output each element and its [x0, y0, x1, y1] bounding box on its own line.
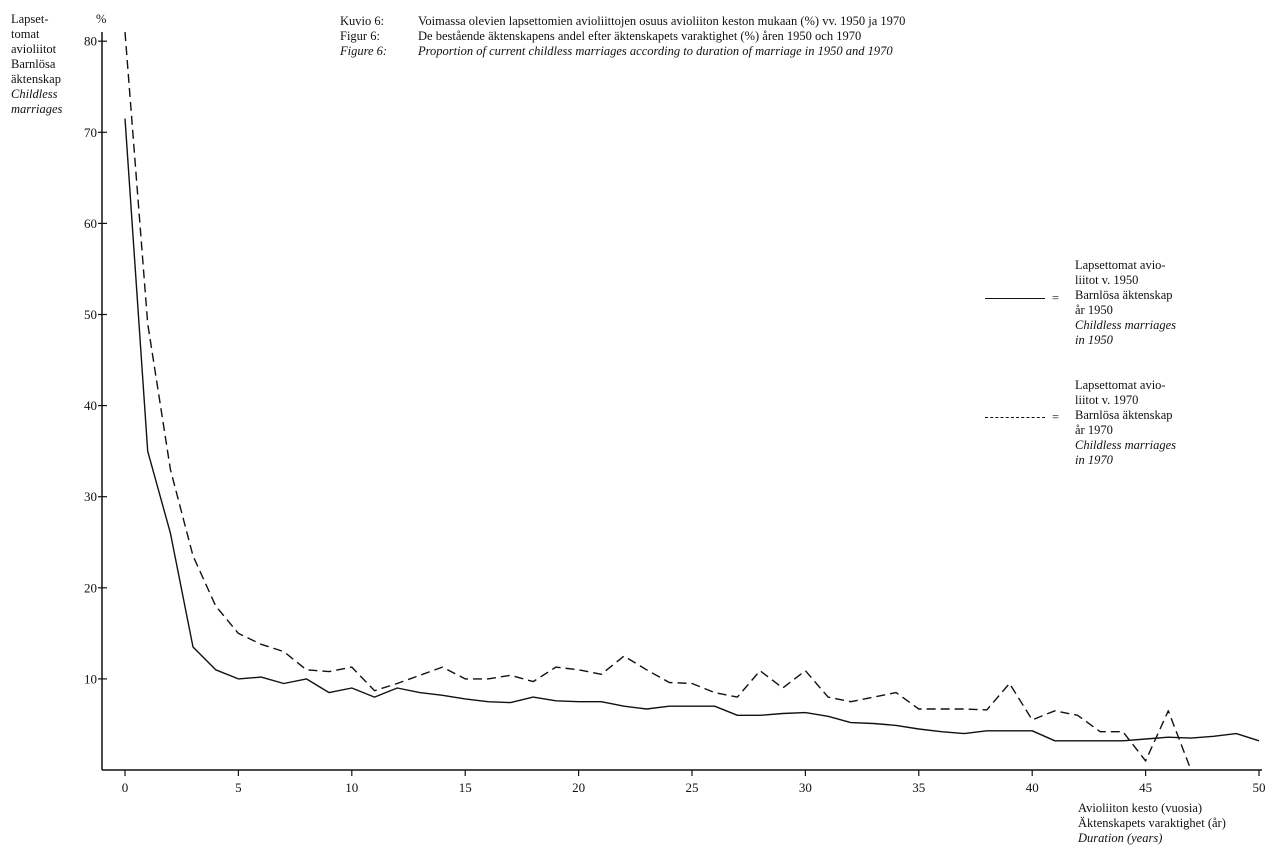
y-tick-label: 50: [84, 307, 97, 322]
y-tick-label: 80: [84, 34, 97, 49]
x-tick-label: 5: [235, 780, 242, 795]
legend-eq: =: [1052, 291, 1060, 305]
x-tick-label: 10: [345, 780, 358, 795]
legend-swatch-dashed: [985, 417, 1045, 418]
y-tick-label: 70: [84, 125, 97, 140]
x-tick-label: 50: [1253, 780, 1266, 795]
legend-label-line: in 1970: [1075, 453, 1113, 467]
y-tick-label: 30: [84, 489, 97, 504]
caption-fi: Kuvio 6: Voimassa olevien lapsettomien av…: [340, 14, 906, 28]
y-tick-label: 60: [84, 216, 97, 231]
y-tick-label: 10: [84, 671, 97, 686]
x-tick-label: 0: [122, 780, 129, 795]
caption-en: Figure 6: Proportion of current childless…: [340, 44, 893, 58]
legend-1970: Lapsettomat avio- liitot v. 1970 Barnlös…: [1075, 378, 1176, 468]
legend-label-line: Childless marriages: [1075, 438, 1177, 452]
x-axis-title-line: Avioliiton kesto (vuosia): [1078, 801, 1203, 815]
y-axis-unit: %: [96, 12, 107, 26]
y-axis-title-line: äktenskap: [11, 72, 61, 86]
legend-swatch-solid: [985, 298, 1045, 299]
legend-label-line: år 1950: [1075, 303, 1113, 317]
legend-label-line: liitot v. 1970: [1075, 393, 1139, 407]
caption-sv: Figur 6: De bestående äktenskapens andel …: [340, 29, 862, 43]
x-tick-label: 35: [912, 780, 925, 795]
legend-label-line: Lapsettomat avio-: [1075, 378, 1166, 392]
y-axis-title-line: avioliitot: [11, 42, 57, 56]
series-line-1970: [124, 32, 1192, 771]
y-axis-title-line: Childless: [11, 87, 58, 101]
y-axis-title-line: Barnlösa: [11, 57, 56, 71]
legend-label-line: Lapsettomat avio-: [1075, 258, 1166, 272]
legend-label-line: Barnlösa äktenskap: [1075, 408, 1173, 422]
y-axis-title-line: Lapset-: [11, 12, 49, 26]
legend-label-line: liitot v. 1950: [1075, 273, 1139, 287]
y-axis-title-line: marriages: [11, 102, 63, 116]
x-tick-label: 30: [799, 780, 812, 795]
x-tick-label: 45: [1139, 780, 1152, 795]
x-axis-title-line: Äktenskapets varaktighet (år): [1078, 816, 1226, 830]
y-tick-label: 20: [84, 580, 97, 595]
x-axis-title-line: Duration (years): [1078, 831, 1163, 845]
figure-caption: Kuvio 6: Voimassa olevien lapsettomien av…: [340, 14, 905, 59]
y-axis-title-line: tomat: [11, 27, 40, 41]
x-tick-label: 15: [459, 780, 472, 795]
legend-eq: =: [1052, 410, 1060, 424]
x-tick-label: 40: [1026, 780, 1039, 795]
legend-label-line: in 1950: [1075, 333, 1113, 347]
y-axis-title: Lapset- tomat avioliitot Barnlösa äktens…: [11, 12, 62, 117]
x-tick-label: 25: [686, 780, 699, 795]
x-axis-title: Avioliiton kesto (vuosia) Äktenskapets v…: [1078, 801, 1226, 846]
x-tick-label: 20: [572, 780, 585, 795]
legend-1950: Lapsettomat avio- liitot v. 1950 Barnlös…: [1075, 258, 1176, 348]
y-tick-label: 40: [84, 398, 97, 413]
legend-label-line: Barnlösa äktenskap: [1075, 288, 1173, 302]
legend-label-line: år 1970: [1075, 423, 1113, 437]
legend-label-line: Childless marriages: [1075, 318, 1177, 332]
